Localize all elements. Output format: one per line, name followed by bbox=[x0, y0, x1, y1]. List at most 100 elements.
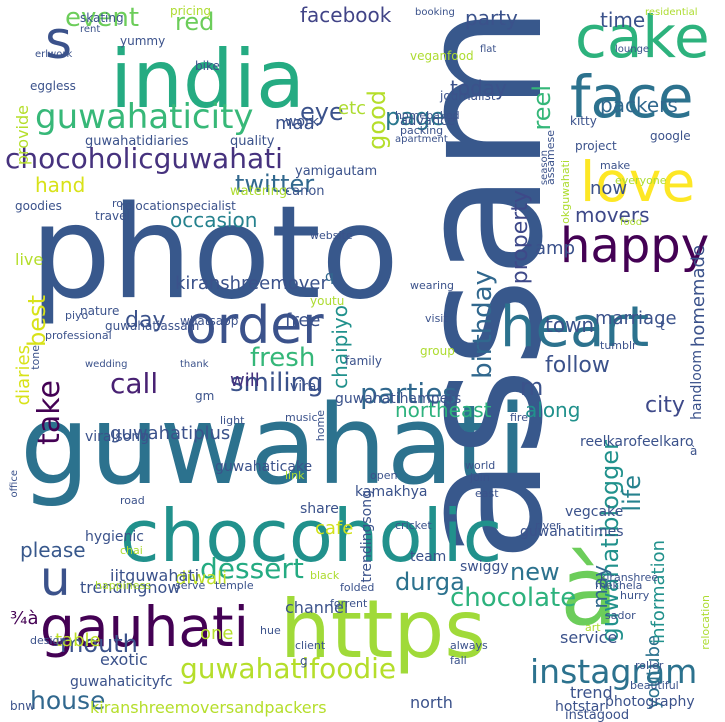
cloud-word: new bbox=[510, 558, 560, 586]
cloud-word: north bbox=[410, 693, 453, 712]
cloud-word: music bbox=[285, 411, 318, 424]
cloud-word: hand bbox=[35, 173, 86, 197]
cloud-word: exotic bbox=[100, 650, 148, 669]
cloud-word: project bbox=[575, 139, 617, 153]
cloud-word: s bbox=[45, 11, 73, 71]
cloud-word: eye bbox=[300, 98, 344, 126]
cloud-word: forrent bbox=[330, 597, 368, 610]
cloud-word: marriage bbox=[595, 308, 677, 329]
cloud-word: cricket bbox=[395, 519, 432, 532]
cloud-word: cafe bbox=[315, 518, 354, 539]
cloud-word: relocationspecialist bbox=[120, 199, 236, 213]
cloud-word: wearing bbox=[410, 279, 455, 292]
cloud-word: follow bbox=[545, 353, 610, 378]
cloud-word: reelkarofeelkaro bbox=[580, 434, 694, 450]
cloud-word: yamigautam bbox=[295, 164, 378, 179]
cloud-word: instagood bbox=[565, 708, 630, 722]
cloud-word: love bbox=[580, 150, 696, 214]
cloud-word: handloom bbox=[689, 350, 705, 420]
cloud-word: face bbox=[570, 63, 694, 131]
cloud-word: skating bbox=[80, 11, 124, 25]
cloud-word: free bbox=[285, 310, 321, 331]
cloud-word: now bbox=[590, 178, 628, 199]
cloud-word: swiggy bbox=[460, 559, 509, 575]
cloud-word: visit bbox=[425, 312, 448, 325]
cloud-word: kamakhya bbox=[355, 484, 428, 500]
cloud-word: professional bbox=[45, 329, 112, 342]
cloud-word: folded bbox=[340, 581, 375, 594]
cloud-word: wedding bbox=[85, 359, 128, 370]
cloud-word: yummy bbox=[120, 34, 166, 48]
cloud-word: river bbox=[535, 519, 561, 532]
cloud-word: canon bbox=[285, 184, 325, 199]
cloud-word: tone bbox=[29, 345, 42, 370]
cloud-word: m bbox=[520, 373, 544, 401]
cloud-word: photography bbox=[605, 694, 695, 710]
cloud-word: fresh bbox=[250, 343, 316, 373]
cloud-word: rent bbox=[80, 24, 101, 35]
cloud-word: ¾à bbox=[10, 608, 39, 629]
cloud-word: homemade bbox=[688, 245, 709, 348]
cloud-word: kitty bbox=[570, 114, 597, 128]
cloud-word: website bbox=[310, 229, 353, 242]
cloud-word: etc bbox=[338, 98, 367, 119]
cloud-word: fall bbox=[450, 654, 467, 667]
cloud-word: fire bbox=[510, 411, 528, 424]
cloud-word: guwahatifoodie bbox=[180, 652, 397, 685]
cloud-word: guwahatitimes bbox=[520, 524, 624, 540]
cloud-word: instagram bbox=[530, 652, 698, 691]
cloud-word: city bbox=[645, 393, 685, 418]
cloud-word: channel bbox=[285, 598, 349, 617]
cloud-word: travel bbox=[95, 209, 130, 223]
cloud-word: art bbox=[585, 621, 601, 634]
cloud-word: google bbox=[650, 129, 691, 143]
cloud-word: client bbox=[295, 639, 326, 652]
cloud-word: guwahatidiaries bbox=[85, 134, 189, 149]
cloud-word: hygienic bbox=[85, 529, 145, 545]
cloud-word: viral bbox=[290, 379, 321, 395]
cloud-word: mouth bbox=[60, 630, 138, 658]
cloud-word: northeast bbox=[395, 398, 492, 422]
cloud-word: quality bbox=[230, 134, 275, 149]
cloud-word: order bbox=[185, 296, 324, 356]
cloud-word: ro bbox=[112, 197, 124, 210]
cloud-word: iitguwahati bbox=[110, 566, 200, 585]
cloud-word: durga bbox=[395, 568, 465, 596]
cloud-word: homebaked bbox=[395, 109, 460, 122]
cloud-word: work bbox=[285, 114, 319, 130]
cloud-word: lounge bbox=[615, 44, 650, 55]
cloud-word: flat bbox=[480, 44, 497, 55]
cloud-word: bnw bbox=[10, 699, 36, 713]
cloud-word: packing bbox=[400, 124, 444, 137]
cloud-word: chocoholic bbox=[120, 494, 503, 578]
cloud-word: kiranshreemoversandpackers bbox=[90, 698, 327, 717]
cloud-word: time bbox=[600, 8, 646, 32]
cloud-word: mekhela bbox=[595, 579, 643, 592]
cloud-word: viralsong bbox=[85, 429, 150, 445]
cloud-word: trendingnow bbox=[80, 578, 181, 597]
cloud-word: temple bbox=[215, 579, 254, 592]
cloud-word: watering bbox=[230, 184, 288, 199]
cloud-word: road bbox=[120, 494, 145, 507]
cloud-word: event bbox=[65, 3, 140, 33]
cloud-word: sador bbox=[605, 609, 636, 622]
cloud-word: red bbox=[175, 8, 215, 36]
cloud-word: thank bbox=[180, 359, 209, 370]
cloud-word: happy bbox=[560, 218, 710, 274]
cloud-word: guwahaticity bbox=[35, 97, 254, 137]
cloud-word: facebook bbox=[300, 3, 392, 27]
cloud-word: diwali bbox=[175, 568, 228, 589]
cloud-word: goodies bbox=[15, 199, 62, 213]
cloud-word: occasion bbox=[170, 208, 258, 232]
cloud-word: make bbox=[600, 159, 631, 172]
cloud-word: please bbox=[20, 538, 86, 562]
cloud-word: service bbox=[560, 628, 618, 647]
cloud-word: residential bbox=[645, 7, 698, 18]
cloud-word: whatsapp bbox=[180, 314, 239, 328]
cloud-word: bike bbox=[195, 59, 220, 73]
cloud-word: world bbox=[465, 459, 496, 472]
cloud-word: chocoholicguwahati bbox=[5, 142, 283, 175]
cloud-word: guwahatiassam bbox=[105, 319, 200, 333]
cloud-word: gauhati bbox=[40, 595, 249, 659]
cloud-word: chaipiyo bbox=[328, 305, 352, 389]
